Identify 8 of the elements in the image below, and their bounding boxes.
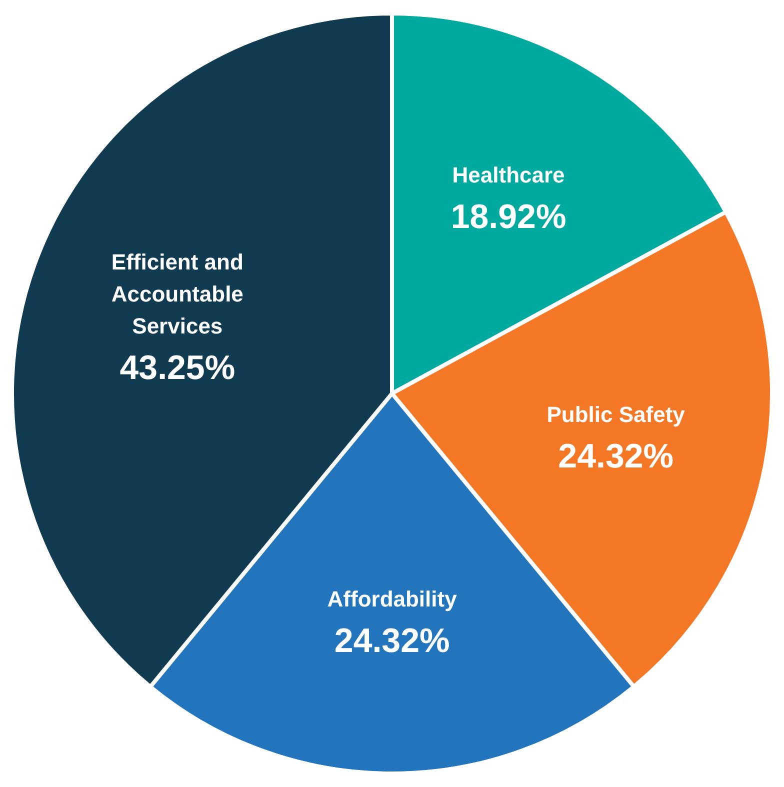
- slice-label: Affordability: [327, 586, 458, 612]
- slice-label: Efficient and Accountable Services: [111, 250, 244, 339]
- data-label: 24.32%: [334, 622, 450, 660]
- slice-label: Public Safety: [546, 402, 686, 427]
- data-label: 43.25%: [120, 348, 236, 387]
- slice-label: Healthcare: [452, 162, 565, 188]
- data-label: 24.32%: [558, 437, 674, 476]
- data-label: 18.92%: [450, 198, 566, 236]
